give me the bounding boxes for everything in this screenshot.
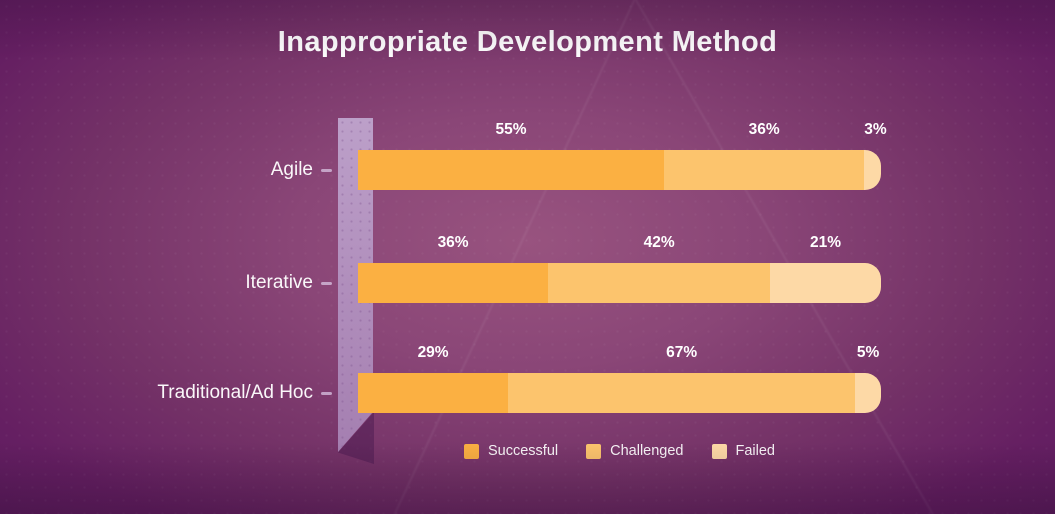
value-label: 36% bbox=[437, 234, 469, 251]
value-labels-row: 55% 36% 3% bbox=[358, 120, 887, 140]
stacked-bar bbox=[358, 150, 881, 190]
legend-item-failed: Failed bbox=[711, 443, 776, 459]
value-label: 29% bbox=[417, 344, 449, 361]
bar-row: Agile 55% 36% 3% bbox=[0, 120, 1055, 192]
axis-tick bbox=[321, 392, 332, 395]
legend-label: Challenged bbox=[610, 443, 684, 459]
bar-row: Traditional/Ad Hoc 29% 67% 5% bbox=[0, 343, 1055, 415]
bar-segment-failed bbox=[770, 263, 881, 303]
category-label: Iterative bbox=[245, 272, 313, 293]
value-labels-row: 29% 67% 5% bbox=[358, 343, 881, 363]
value-label: 3% bbox=[864, 121, 887, 138]
axis-tick bbox=[321, 282, 332, 285]
axis-tick bbox=[321, 169, 332, 172]
legend-label: Failed bbox=[735, 443, 776, 459]
category-label: Agile bbox=[270, 159, 313, 180]
chart-title: Inappropriate Development Method bbox=[277, 26, 778, 58]
value-label: 42% bbox=[643, 234, 675, 251]
value-label: 36% bbox=[748, 121, 780, 138]
legend-item-challenged: Challenged bbox=[586, 443, 684, 459]
legend: Successful Challenged Failed bbox=[358, 441, 881, 461]
category-label: Traditional/Ad Hoc bbox=[157, 382, 313, 403]
value-label: 5% bbox=[856, 344, 880, 361]
bar-segment-failed bbox=[855, 373, 881, 413]
value-label: 21% bbox=[810, 234, 842, 251]
stacked-bar bbox=[358, 263, 881, 303]
bar-segment-successful bbox=[358, 263, 549, 303]
bar-segment-successful bbox=[358, 373, 509, 413]
bar-segment-successful bbox=[358, 150, 664, 190]
legend-swatch-successful bbox=[464, 443, 479, 459]
value-label: 67% bbox=[666, 344, 698, 361]
value-label: 55% bbox=[495, 121, 527, 138]
bar-segment-challenged bbox=[664, 150, 865, 190]
stacked-bar bbox=[358, 373, 881, 413]
bar-segment-failed bbox=[864, 150, 881, 190]
bar-segment-challenged bbox=[548, 263, 771, 303]
bar-row: Iterative 36% 42% 21% bbox=[0, 233, 1055, 305]
bar-segment-challenged bbox=[508, 373, 856, 413]
legend-swatch-challenged bbox=[586, 443, 602, 459]
legend-label: Successful bbox=[488, 443, 559, 459]
legend-swatch-failed bbox=[711, 443, 727, 459]
value-labels-row: 36% 42% 21% bbox=[358, 233, 881, 253]
legend-item-successful: Successful bbox=[464, 443, 558, 459]
